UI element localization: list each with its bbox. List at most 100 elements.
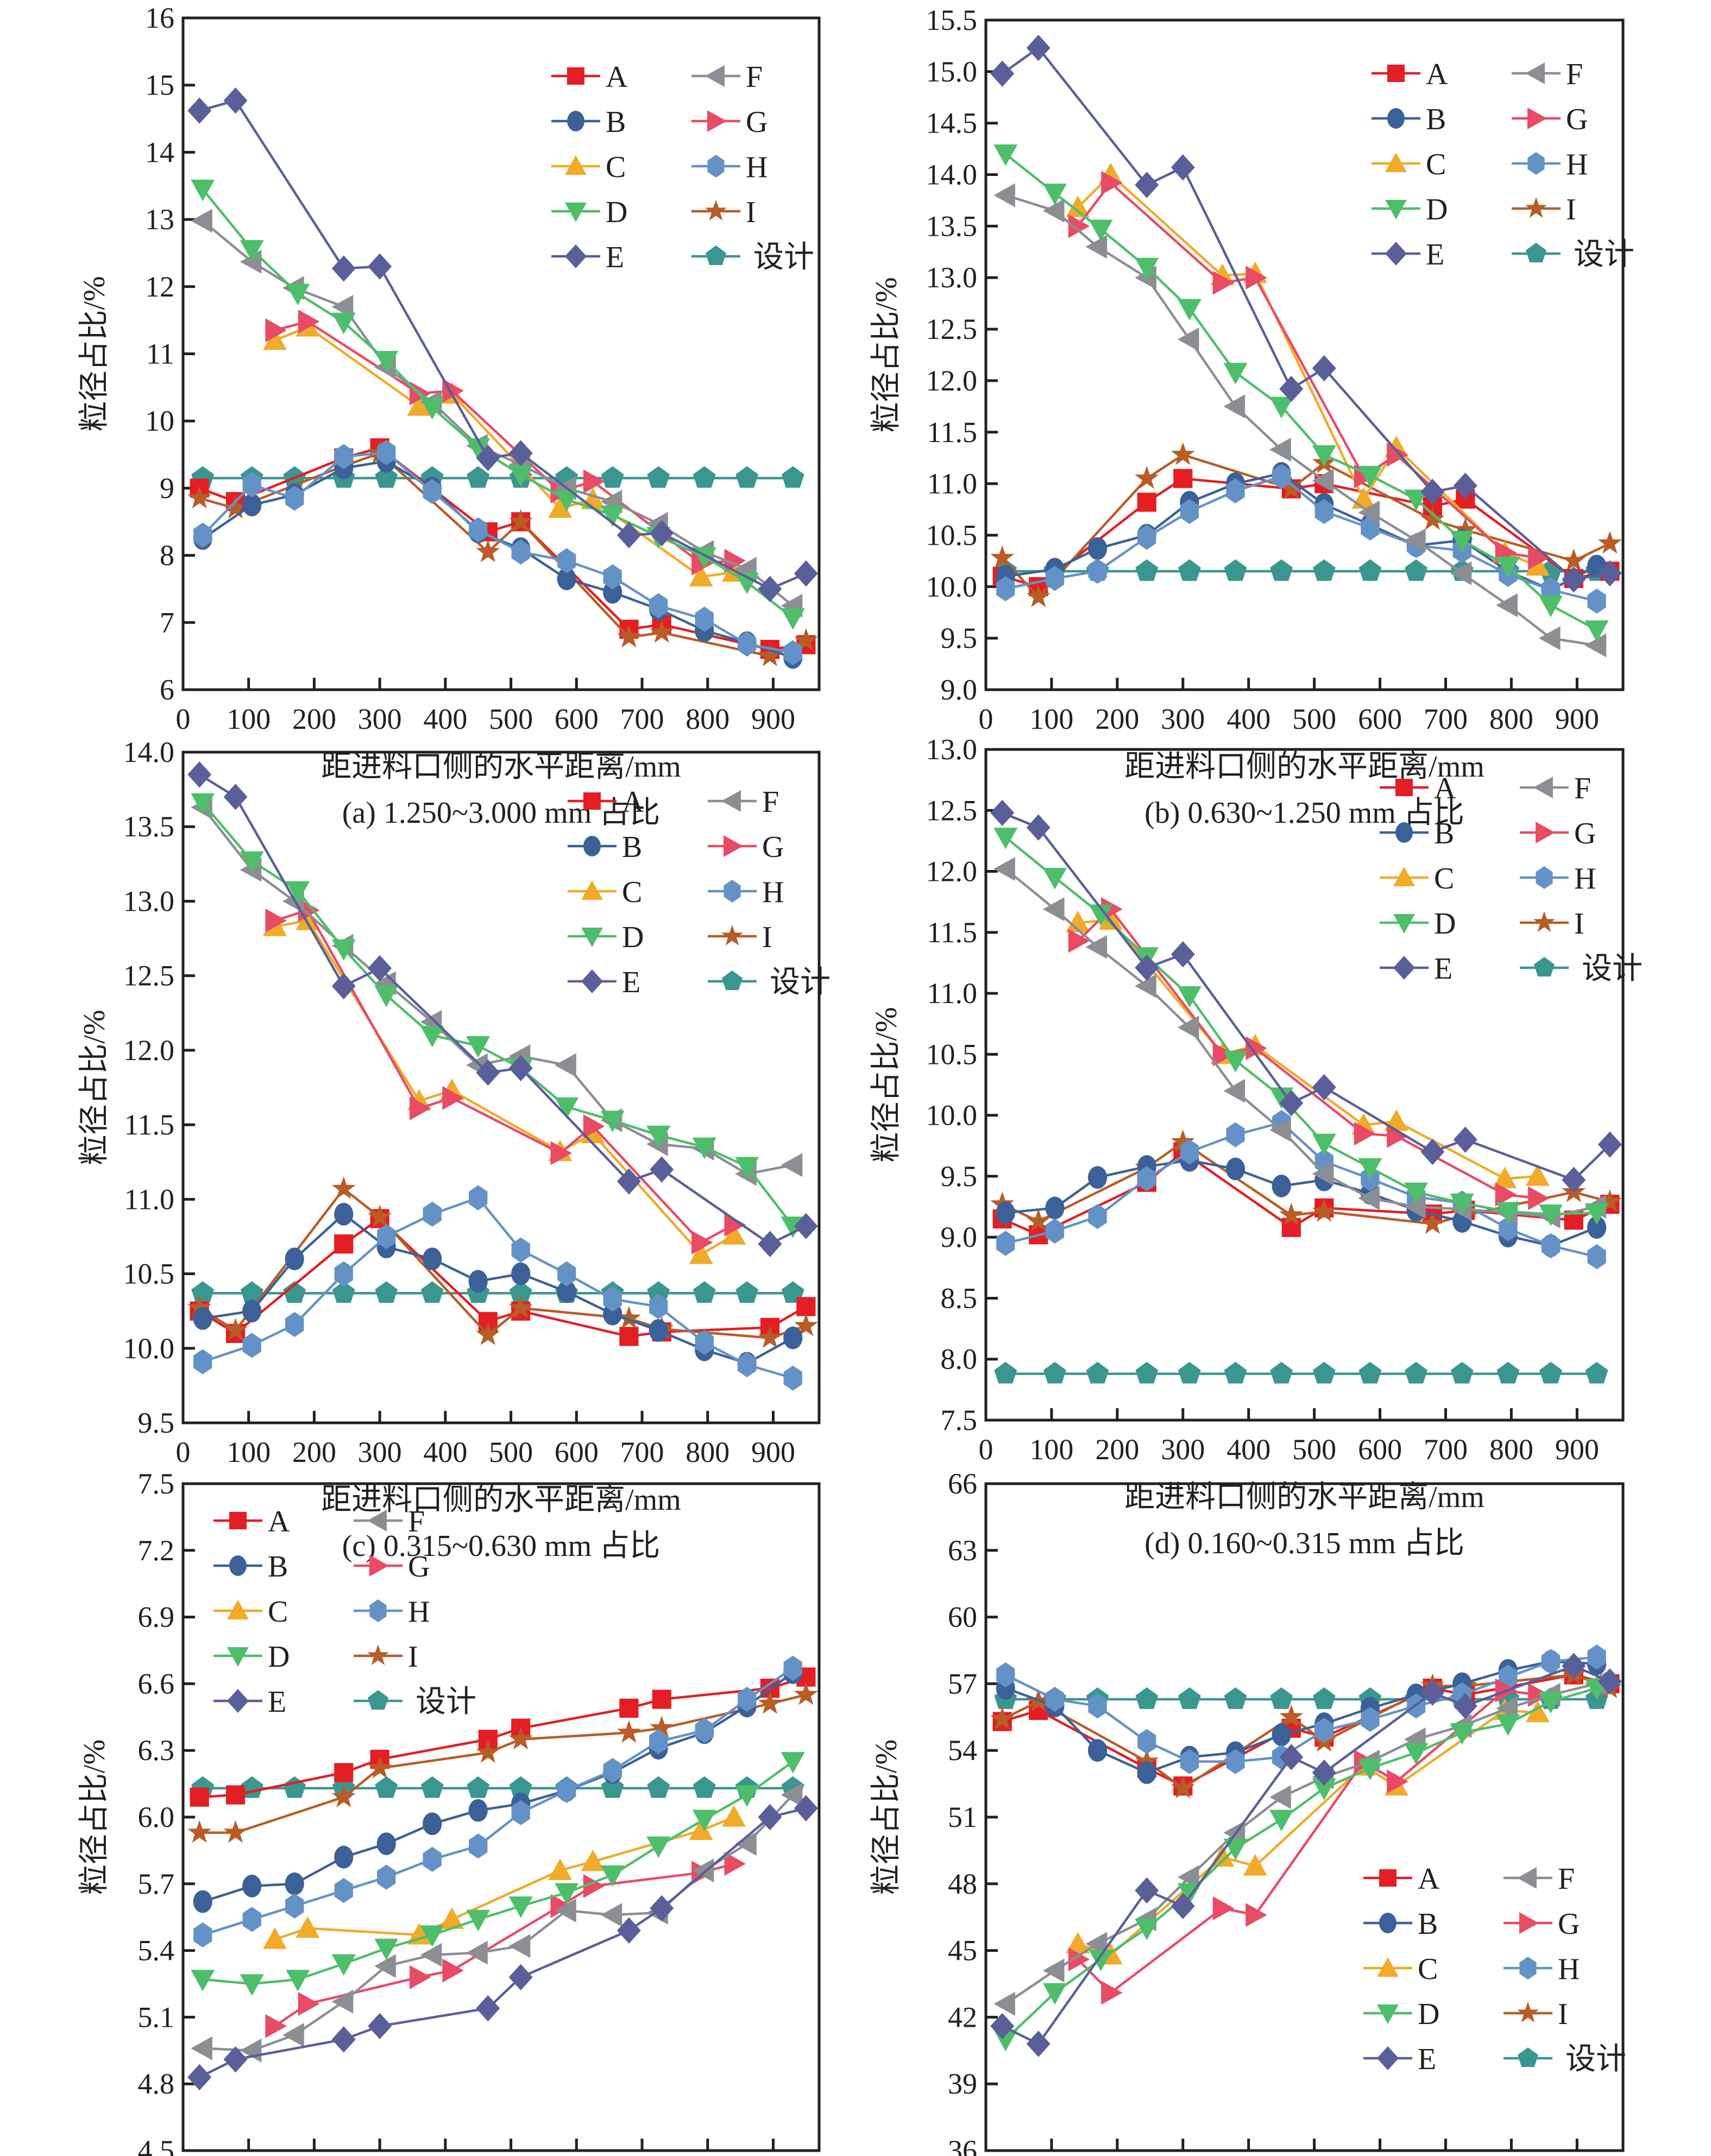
legend-label: 设计 [416,1685,476,1719]
data-point [758,644,782,666]
x-tick-label: 400 [423,1436,467,1468]
legend-item-b: B [1363,1907,1438,1941]
series-g [1068,1678,1550,2005]
data-point [1042,897,1065,922]
y-tick-label: 66 [948,1467,977,1500]
data-point [331,939,356,961]
data-point [1180,1139,1199,1165]
data-point [1045,566,1065,591]
data-point [781,466,804,488]
data-point [466,438,490,460]
legend-marker-icon [567,111,584,131]
series-d [191,179,805,630]
series-line [199,1807,807,2078]
data-point [1026,584,1050,607]
series-g [265,898,746,1254]
data-point [724,1851,746,1876]
legend-item-design: 设计 [1520,952,1643,986]
data-point [368,1205,392,1227]
data-point [1562,566,1586,593]
data-point [555,1097,579,1119]
data-point [1066,1932,1090,1953]
data-point [649,593,668,619]
legend-item-e: E [1363,2042,1436,2076]
data-point [794,1795,818,1821]
data-point [1226,1122,1245,1148]
data-point [1026,2031,1050,2057]
x-axis-title: 距进料口侧的水平距离/mm [1124,1480,1484,1514]
x-tick-label: 0 [979,703,993,735]
series-i [187,440,818,666]
data-point [191,1970,215,1991]
data-point [990,1706,1015,1730]
legend-marker-icon [1517,2047,1539,2067]
data-point [1270,1687,1293,1709]
data-point [738,631,757,657]
data-point [619,1327,639,1346]
data-point [1525,1700,1550,1723]
legend-item-g: G [1504,1907,1580,1941]
data-point [1387,1124,1408,1148]
data-point [508,1726,533,1750]
data-point [1135,1877,1159,1904]
data-point [1068,1947,1090,1971]
y-tick-label: 45 [948,1934,977,1967]
data-point [1226,478,1245,503]
legend-label: E [1426,238,1444,272]
data-point [1087,1166,1108,1189]
data-point [283,1776,306,1798]
data-point [996,1231,1015,1256]
data-point [368,955,392,982]
legend-item-b: B [551,105,626,139]
legend-item-a: A [1363,1862,1440,1896]
data-point [377,1864,396,1890]
x-tick-label: 0 [979,1433,993,1466]
legend-marker-icon [1517,1867,1537,1889]
data-point [1584,620,1609,642]
data-point [990,799,1015,826]
data-point [555,1053,576,1077]
data-point [1272,1723,1291,1747]
data-point [1177,299,1202,321]
legend-item-c: C [1363,1952,1438,1986]
legend-label: I [746,196,756,229]
x-tick-label: 0 [176,703,191,735]
y-tick-label: 48 [948,1868,977,1900]
y-tick-label: 57 [948,1667,977,1700]
legend-label: C [1418,1952,1438,1986]
legend-label: A [1434,772,1456,805]
legend-label: G [762,830,784,864]
legend-item-g: G [1520,817,1596,850]
data-point [508,1295,533,1319]
data-point [783,640,802,666]
data-point [1224,1361,1247,1384]
data-point [1450,561,1472,585]
legend-label: B [1418,1907,1438,1941]
y-tick-label: 7.5 [941,1404,978,1436]
data-point [646,1125,671,1148]
legend-marker-icon [581,880,603,900]
data-point [1358,500,1380,525]
data-point [511,1237,530,1263]
legend-item-g: G [708,830,784,864]
legend-item-c: C [568,875,642,909]
data-point [996,576,1015,602]
data-point [467,1776,490,1798]
data-point [1223,1050,1248,1073]
series-line [1077,1709,1538,1957]
data-point [187,486,212,509]
data-point [650,1156,674,1183]
series-h [193,1655,802,1948]
series-e [187,761,818,1257]
legend-marker-icon [724,880,741,903]
legend-item-h: H [708,875,784,909]
chart-f: 3639424548515457606366010020030040050060… [870,1467,1626,2156]
data-point [555,1898,576,1922]
data-point [1525,1164,1550,1186]
legend-item-f: F [691,60,763,94]
y-tick-label: 9.0 [941,673,978,706]
legend-label: B [606,105,626,139]
y-axis-title: 粒径占比/% [78,276,111,431]
data-point [1584,633,1607,658]
